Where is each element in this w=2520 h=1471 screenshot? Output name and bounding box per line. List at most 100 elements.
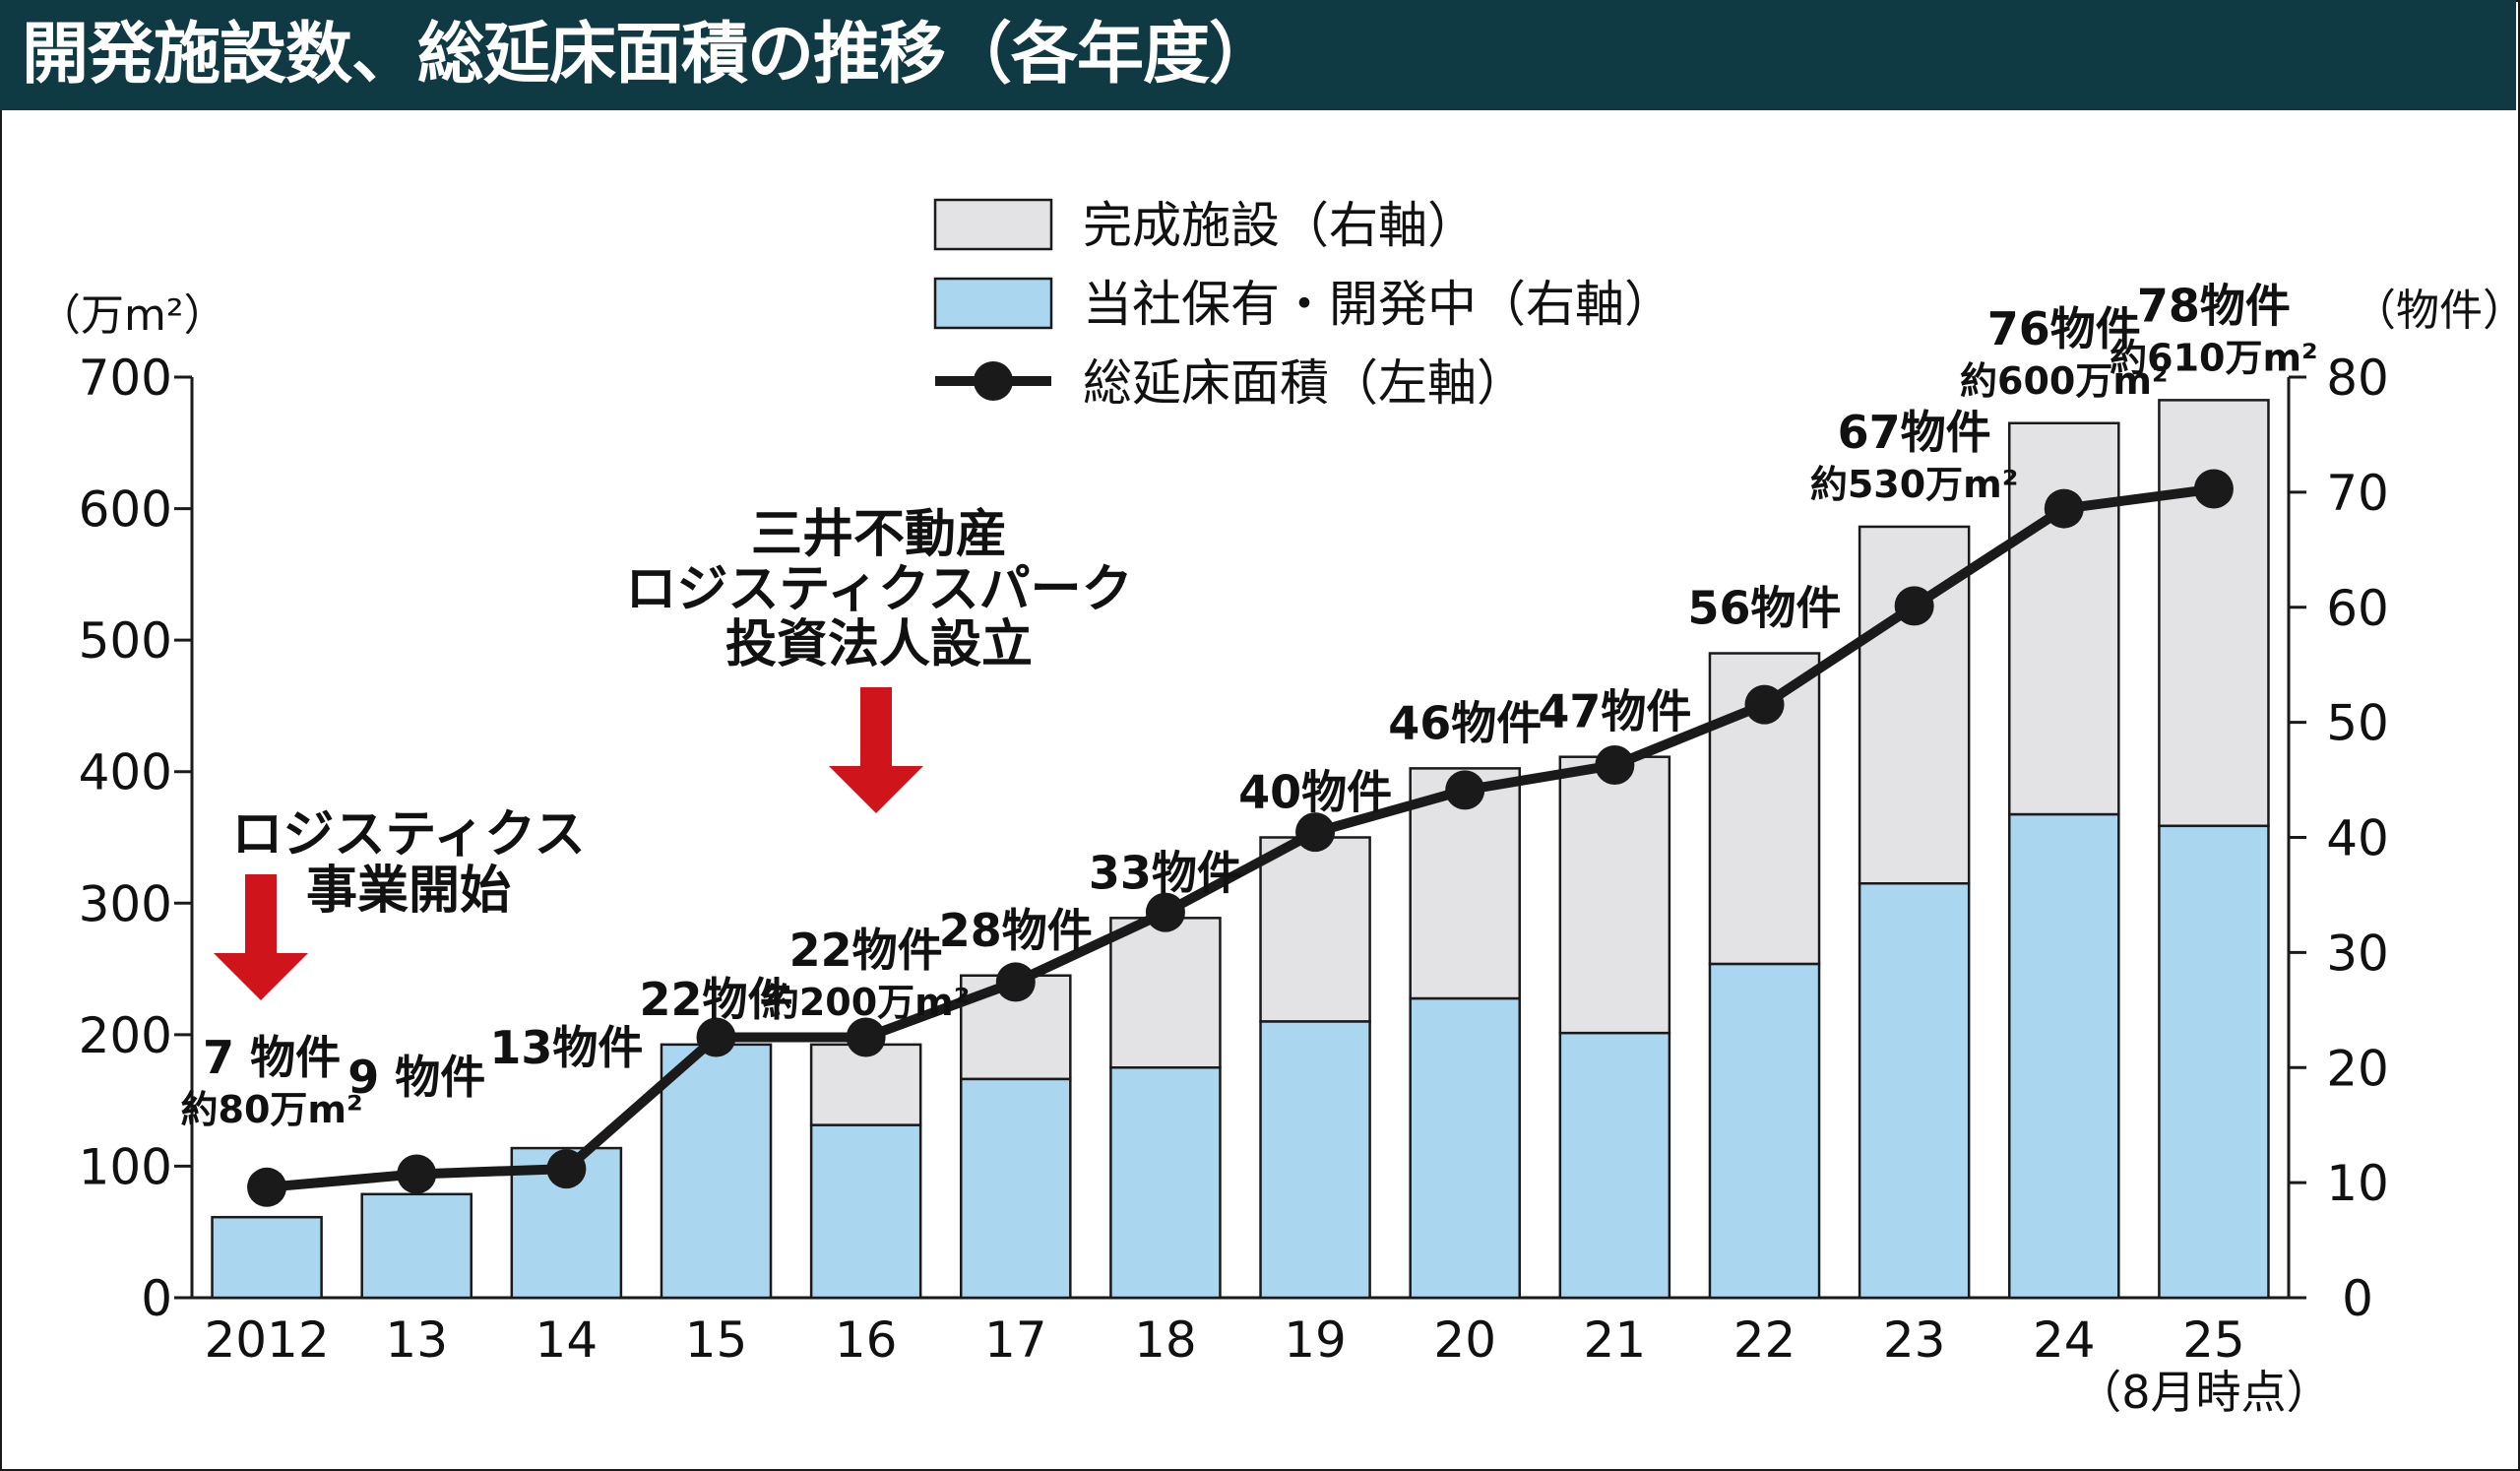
floor-area-point — [696, 1017, 736, 1057]
arrow-logistics-start-head — [214, 953, 308, 1000]
right-tick-label: 40 — [2326, 810, 2389, 867]
legend-label-owned: 当社保有・開発中（右軸） — [1083, 276, 1673, 333]
bar-count-label: 67物件 — [1838, 406, 1991, 459]
left-tick-label: 300 — [79, 875, 172, 932]
bar-count-label: 約610万m² — [2110, 336, 2318, 379]
arrow-logistics-start-shaft — [245, 874, 277, 953]
right-tick-label: 50 — [2326, 695, 2389, 752]
bar-count-label: 約600万m² — [1960, 359, 2169, 403]
x-tick-label: 20 — [1433, 1311, 1496, 1369]
x-tick-label: 21 — [1584, 1311, 1647, 1369]
bar-owned — [1109, 1066, 1222, 1300]
floor-area-point — [846, 1017, 886, 1057]
left-tick-label: 700 — [79, 350, 172, 407]
floor-area-point — [397, 1154, 437, 1194]
annotation-logistics-start: ロジスティクス — [231, 805, 585, 864]
bar-count-label: 56物件 — [1687, 582, 1841, 635]
bar-completed — [2008, 421, 2120, 816]
bar-count-label: 47物件 — [1538, 685, 1691, 738]
x-tick-label: 16 — [835, 1311, 898, 1369]
bar-completed — [1558, 755, 1671, 1035]
floor-area-point — [1445, 770, 1485, 810]
bar-count-label: 78物件 — [2137, 279, 2291, 332]
bar-count-label: 22物件 — [789, 924, 943, 977]
bar-completed — [2158, 399, 2270, 828]
bar-count-label: 22物件 — [639, 973, 792, 1026]
bar-count-label: 約80万m² — [181, 1088, 363, 1131]
bar-completed — [1109, 917, 1222, 1069]
bar-count-label: 約530万m² — [1810, 463, 2019, 506]
x-tick-label: 18 — [1134, 1311, 1197, 1369]
bar-owned — [211, 1215, 323, 1300]
x-tick-label: 22 — [1733, 1311, 1796, 1369]
bar-owned — [1858, 882, 1971, 1300]
page-title: 開発施設数、総延床面積の推移（各年度） — [22, 16, 1276, 94]
floor-area-point — [2044, 488, 2084, 529]
bar-owned — [1409, 996, 1521, 1300]
floor-area-point — [1894, 586, 1934, 626]
legend-label-floor-area: 総延床面積（左軸） — [1083, 354, 1526, 412]
right-tick-label: 10 — [2326, 1155, 2389, 1212]
x-tick-label: 23 — [1883, 1311, 1946, 1369]
floor-area-point — [1595, 745, 1635, 786]
floor-area-point — [546, 1149, 587, 1189]
legend-swatch-owned — [933, 277, 1053, 330]
floor-area-point — [2193, 469, 2234, 509]
bar-owned — [360, 1192, 472, 1300]
bar-count-label: 約200万m² — [762, 981, 971, 1024]
legend-swatch-point — [974, 361, 1013, 401]
x-tick-label: 14 — [536, 1311, 598, 1369]
floor-area-point — [995, 962, 1036, 1002]
x-tick-label: 13 — [385, 1311, 448, 1369]
bar-count-label: 33物件 — [1089, 846, 1242, 899]
x-tick-label: 25 — [2182, 1311, 2245, 1369]
right-axis-unit: （物件） — [2353, 286, 2520, 336]
annotation-reit-established: ロジスティクスパーク — [625, 560, 1132, 619]
bar-owned — [809, 1123, 922, 1300]
x-axis-note: （8月時点） — [2076, 1366, 2331, 1419]
right-tick-label: 60 — [2326, 580, 2389, 637]
arrow-reit-established-head — [829, 766, 923, 813]
x-tick-label: 19 — [1284, 1311, 1347, 1369]
bar-count-label: 28物件 — [939, 904, 1093, 957]
floor-area-point — [247, 1167, 287, 1207]
legend-swatch-completed — [933, 198, 1053, 251]
right-tick-label: 30 — [2326, 925, 2389, 982]
floor-area-point — [1744, 684, 1785, 725]
bar-count-label: 40物件 — [1238, 766, 1392, 819]
bar-owned — [1708, 962, 1821, 1300]
left-tick-label: 0 — [141, 1270, 172, 1327]
floor-area-point — [1295, 812, 1336, 853]
bar-count-label: 9 物件 — [347, 1051, 485, 1104]
bar-owned — [960, 1077, 1072, 1300]
legend-label-completed: 完成施設（右軸） — [1083, 197, 1477, 254]
bar-count-label: 46物件 — [1388, 696, 1542, 749]
bar-count-label: 7 物件 — [203, 1031, 341, 1084]
left-tick-label: 100 — [79, 1138, 172, 1195]
annotation-reit-established: 投資法人設立 — [725, 615, 1033, 674]
bar-owned — [660, 1043, 773, 1300]
x-tick-label: 24 — [2033, 1311, 2096, 1369]
bar-count-label: 13物件 — [489, 1021, 643, 1074]
left-tick-label: 600 — [79, 481, 172, 539]
right-tick-label: 0 — [2342, 1270, 2373, 1327]
right-tick-label: 80 — [2326, 350, 2389, 407]
left-axis-unit: （万m²） — [37, 290, 227, 341]
x-tick-label: 17 — [984, 1311, 1047, 1369]
left-tick-label: 500 — [79, 612, 172, 670]
title-bar: 開発施設数、総延床面積の推移（各年度） — [0, 0, 2516, 110]
left-tick-label: 400 — [79, 744, 172, 801]
bar-count-label: 76物件 — [1987, 302, 2141, 355]
annotation-logistics-start: 事業開始 — [306, 862, 511, 921]
left-tick-label: 200 — [79, 1007, 172, 1064]
floor-area-point — [1145, 892, 1185, 932]
x-tick-label: 2012 — [204, 1311, 329, 1369]
bar-owned — [1558, 1031, 1671, 1300]
right-tick-label: 20 — [2326, 1040, 2389, 1097]
annotation-reit-established: 三井不動産 — [751, 505, 1007, 564]
bar-owned — [2158, 824, 2270, 1300]
floor-area-line — [266, 483, 2215, 1192]
bar-owned — [1259, 1020, 1371, 1300]
x-tick-label: 15 — [685, 1311, 748, 1369]
